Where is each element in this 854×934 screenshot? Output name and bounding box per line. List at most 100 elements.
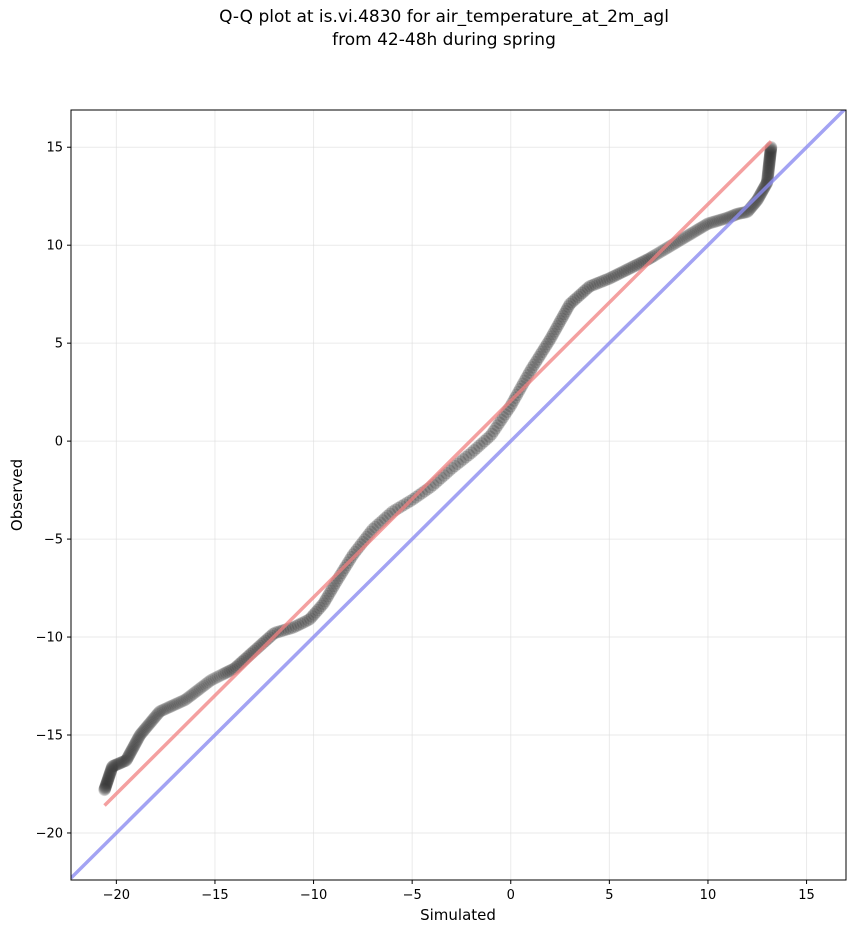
data-point (136, 725, 149, 739)
data-point (683, 228, 696, 241)
data-point (764, 148, 777, 161)
data-point (593, 276, 607, 289)
data-point (307, 608, 321, 621)
data-point (701, 217, 714, 230)
data-point (185, 688, 199, 701)
data-point (456, 453, 470, 466)
data-point (103, 768, 116, 781)
data-point (122, 749, 135, 762)
data-point (170, 697, 183, 710)
y-tick-label: 5 (55, 337, 63, 352)
data-point (581, 281, 595, 294)
data-point (150, 709, 163, 722)
data-point (603, 272, 616, 285)
data-point (276, 624, 290, 637)
data-point (100, 776, 114, 790)
data-point (577, 285, 591, 298)
y-tick-label: −5 (44, 533, 63, 548)
data-point (102, 771, 115, 784)
data-point (125, 743, 139, 757)
data-point (151, 707, 164, 721)
data-point (546, 327, 560, 341)
data-point (759, 177, 773, 191)
data-point (703, 216, 716, 230)
data-point (659, 242, 673, 255)
data-point (163, 700, 177, 714)
data-point (562, 300, 575, 313)
data-point (515, 380, 528, 393)
data-point (165, 699, 178, 713)
data-point (104, 765, 117, 779)
data-point (108, 758, 122, 772)
data-point (104, 764, 118, 778)
data-point (690, 224, 703, 237)
data-point (681, 229, 694, 242)
data-point (129, 736, 143, 749)
data-point (144, 715, 158, 729)
data-point (764, 145, 777, 159)
y-tick-label: 0 (55, 435, 63, 450)
data-point (346, 548, 360, 561)
data-point (129, 737, 142, 750)
data-point (759, 179, 772, 192)
data-point (175, 695, 189, 708)
data-point (120, 754, 133, 767)
data-point (718, 212, 732, 225)
data-point (686, 226, 700, 239)
data-point (764, 144, 777, 157)
data-point (728, 208, 741, 222)
data-point (217, 667, 231, 680)
chart-title: Q-Q plot at is.vi.4830 for air_temperatu… (0, 6, 854, 52)
data-point (126, 742, 139, 755)
data-point (761, 167, 775, 180)
data-point (153, 705, 167, 718)
data-point (125, 744, 138, 758)
data-point (137, 724, 150, 737)
data-point (98, 783, 111, 797)
data-point (326, 582, 339, 595)
data-point (120, 753, 134, 766)
data-point (315, 599, 328, 613)
chart-title-line-2: from 42-48h during spring (332, 30, 556, 50)
data-point (116, 755, 130, 769)
data-point (309, 606, 323, 619)
data-point (544, 332, 557, 346)
data-point (527, 358, 541, 371)
data-point (583, 279, 597, 293)
data-point (524, 363, 538, 377)
data-point (621, 263, 634, 276)
data-point (762, 163, 775, 176)
data-point (532, 350, 546, 364)
x-tick-label: −15 (201, 888, 228, 903)
data-point (507, 394, 520, 407)
data-point (534, 348, 547, 361)
data-point (579, 283, 593, 296)
data-point (99, 781, 112, 794)
data-point (454, 455, 467, 468)
x-tick-label: 15 (798, 888, 815, 903)
data-point (596, 275, 609, 288)
data-point (222, 665, 235, 678)
data-point (142, 718, 156, 731)
data-point (465, 446, 478, 459)
data-point (152, 706, 165, 719)
data-point (395, 500, 408, 513)
data-point (462, 448, 475, 462)
data-point (493, 416, 506, 429)
data-point (451, 457, 464, 470)
reference-lines (71, 110, 846, 880)
data-point (713, 213, 727, 227)
data-point (188, 686, 202, 699)
data-point (588, 277, 602, 291)
data-point (552, 317, 566, 331)
grid-lines (71, 110, 846, 880)
data-point (548, 325, 561, 338)
data-point (699, 218, 713, 231)
data-point (168, 698, 182, 711)
data-point (323, 587, 336, 600)
data-point (545, 330, 558, 343)
data-point (114, 756, 127, 770)
data-point (761, 170, 774, 184)
data-point (705, 216, 718, 229)
data-point (215, 668, 229, 681)
